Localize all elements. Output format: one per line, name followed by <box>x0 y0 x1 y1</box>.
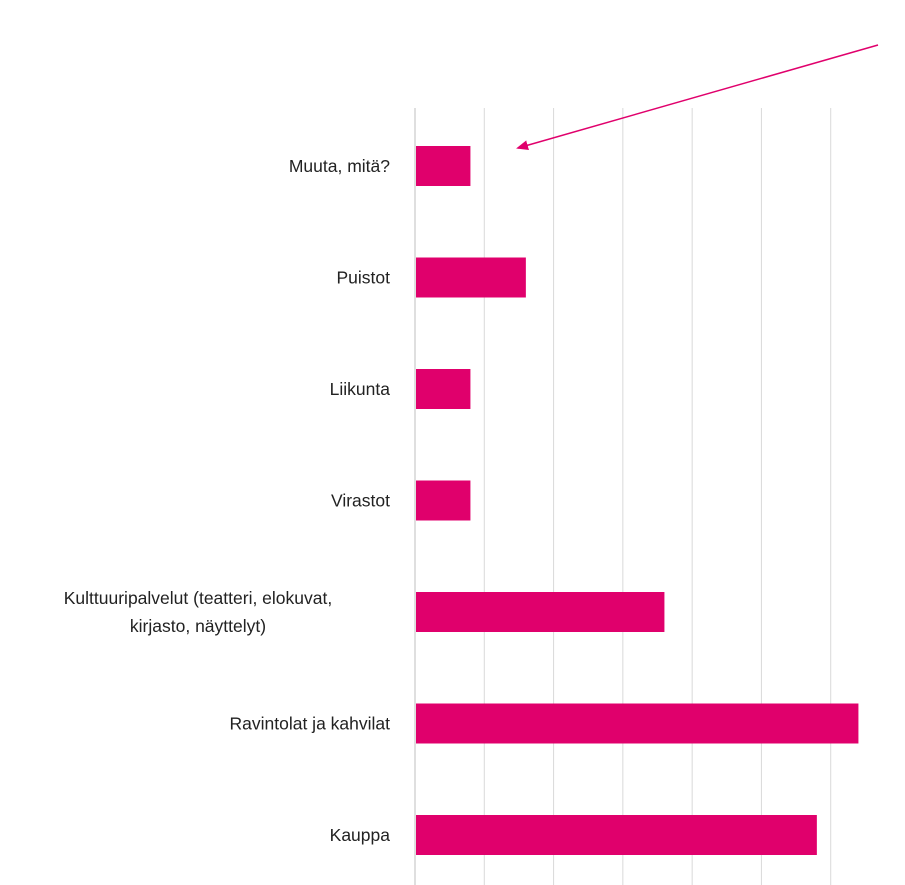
bars <box>416 146 859 855</box>
category-label: Muuta, mitä? <box>289 156 390 176</box>
category-label: Liikunta <box>330 379 391 399</box>
category-label: Kauppa <box>330 825 391 845</box>
category-label: Kulttuuripalvelut (teatteri, elokuvat, ki… <box>64 588 332 636</box>
bar <box>416 369 471 409</box>
bar <box>416 592 665 632</box>
category-labels: Muuta, mitä? Puistot Liikunta Virastot Kultt… <box>64 156 391 845</box>
bar <box>416 480 471 521</box>
bar <box>416 146 471 186</box>
bar <box>416 815 817 855</box>
bar <box>416 703 859 744</box>
annotation-arrow <box>516 44 879 151</box>
category-label: Puistot <box>337 268 391 288</box>
category-label: Ravintolat ja kahvilat <box>230 714 391 734</box>
bar <box>416 257 526 298</box>
category-label: Virastot <box>331 491 390 511</box>
gridlines <box>414 108 832 885</box>
